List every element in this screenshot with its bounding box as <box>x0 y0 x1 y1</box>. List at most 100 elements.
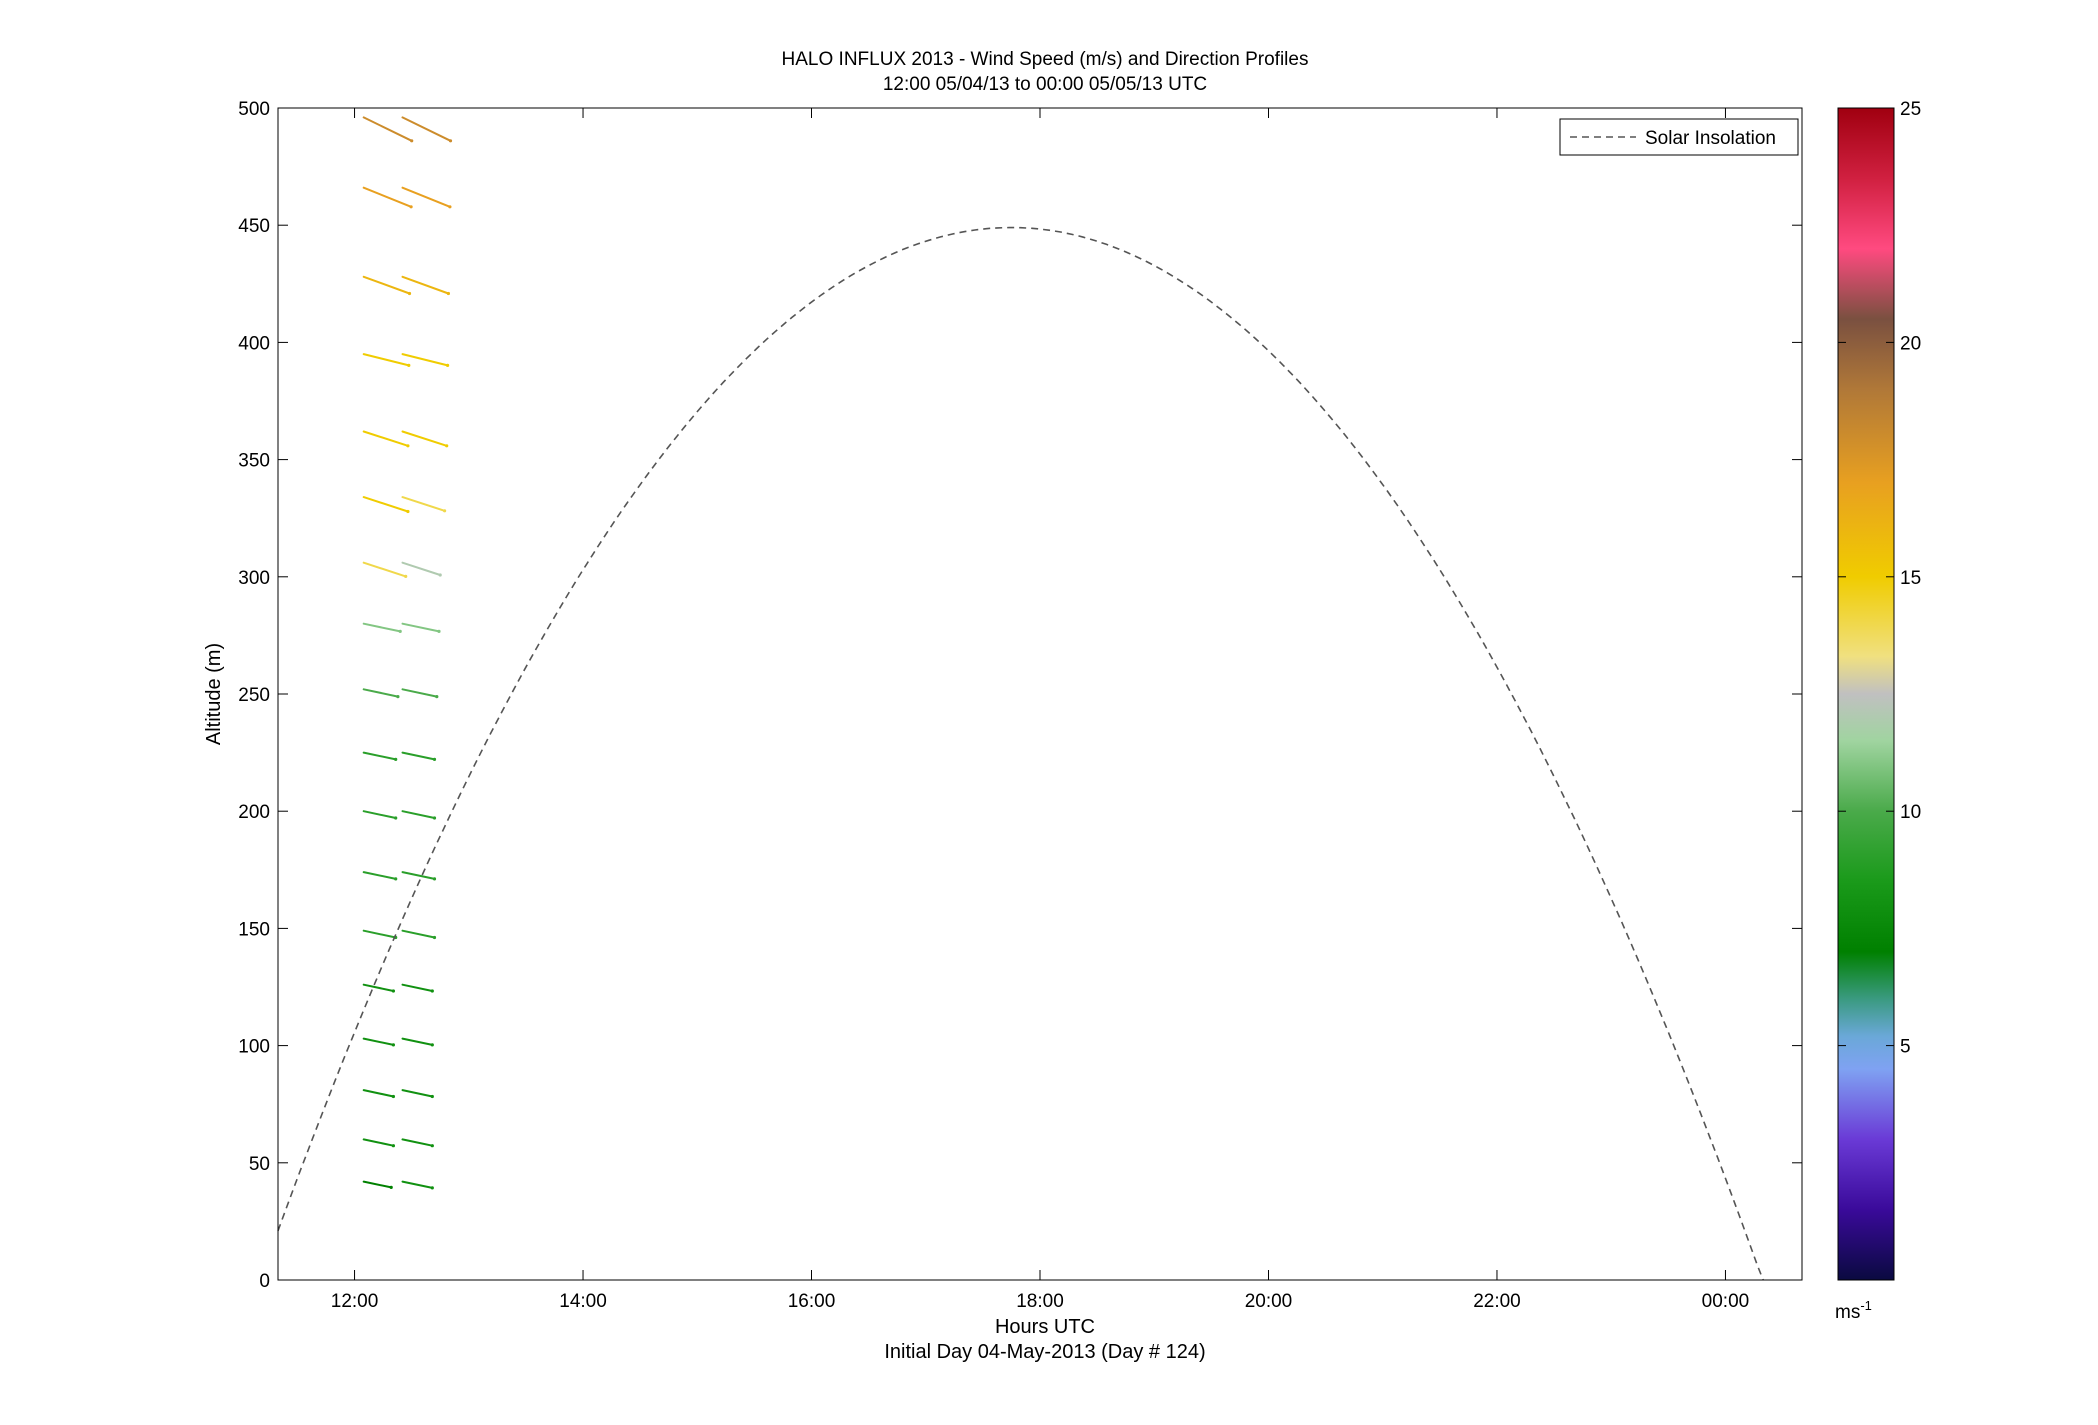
wind-vector <box>401 1089 434 1098</box>
x-axis-sublabel: Initial Day 04-May-2013 (Day # 124) <box>884 1341 1205 1363</box>
y-axis-label: Altitude (m) <box>203 643 225 745</box>
wind-vector <box>401 688 438 698</box>
y-tick-label: 400 <box>238 333 270 354</box>
wind-vector-head <box>430 1144 434 1148</box>
wind-vector-head <box>432 816 437 820</box>
wind-vector <box>362 622 402 633</box>
x-tick-label: 18:00 <box>1016 1291 1064 1312</box>
wind-vector <box>362 751 397 761</box>
wind-vector-head <box>432 935 437 940</box>
x-axis-label: Hours UTC <box>995 1316 1095 1338</box>
x-tick-label: 20:00 <box>1245 1291 1293 1312</box>
wind-vector <box>401 983 434 992</box>
y-tick-label: 350 <box>238 451 270 472</box>
wind-vector-head <box>396 695 400 699</box>
wind-vector <box>362 929 397 939</box>
wind-vector <box>362 561 407 578</box>
y-tick-label: 450 <box>238 216 270 237</box>
wind-vector <box>401 353 449 367</box>
colorbar-tick-label: 15 <box>1900 568 1921 589</box>
wind-vector <box>362 496 409 513</box>
wind-vector-head <box>430 1186 434 1190</box>
wind-vector-head <box>437 629 441 634</box>
wind-vector <box>362 353 410 367</box>
wind-vector-head <box>432 757 437 762</box>
colorbar-tick-label: 20 <box>1900 333 1921 354</box>
wind-vector-head <box>389 1185 393 1189</box>
wind-vector <box>401 116 452 142</box>
wind-vector-head <box>394 757 398 762</box>
y-tick-label: 100 <box>238 1037 270 1058</box>
wind-vector <box>362 871 397 880</box>
x-tick-label: 14:00 <box>559 1291 607 1312</box>
x-tick-label: 22:00 <box>1473 1291 1521 1312</box>
wind-vectors <box>362 116 453 1190</box>
wind-vector <box>362 688 399 698</box>
solar-insolation-curve <box>277 226 1764 1281</box>
wind-vector-head <box>394 816 398 820</box>
y-tick-label: 300 <box>238 568 270 589</box>
wind-vector <box>362 116 413 142</box>
y-tick-label: 200 <box>238 802 270 823</box>
colorbar-tick-label: 10 <box>1900 802 1921 823</box>
wind-vector <box>401 1138 434 1147</box>
wind-vector <box>401 622 440 633</box>
wind-vector-head <box>446 291 450 296</box>
plot-area-frame <box>277 107 1803 1281</box>
wind-vector <box>401 1037 434 1046</box>
wind-vector-head <box>407 291 412 296</box>
y-tick-label: 250 <box>238 685 270 706</box>
wind-vector <box>362 1037 395 1046</box>
wind-vector-head <box>430 1094 434 1099</box>
wind-vector <box>401 186 451 208</box>
wind-vector-head <box>410 139 414 143</box>
x-tick-label: 16:00 <box>788 1291 836 1312</box>
legend-solar-label: Solar Insolation <box>1645 128 1776 149</box>
y-tick-label: 150 <box>238 919 270 940</box>
chart-subtitle: 12:00 05/04/13 to 00:00 05/05/13 UTC <box>883 74 1207 95</box>
wind-vector-head <box>404 574 408 579</box>
wind-vector <box>401 871 436 880</box>
colorbar: 5 10 15 20 25 ms-1 <box>1835 99 1921 1323</box>
wind-vector-head <box>430 1043 434 1047</box>
wind-vector-head <box>443 509 447 513</box>
wind-vector-head <box>391 1043 395 1047</box>
y-tick-label: 50 <box>249 1154 270 1175</box>
wind-vector <box>401 430 448 447</box>
legend: Solar Insolation <box>1559 118 1799 156</box>
wind-vector-head <box>448 139 453 143</box>
wind-vector-head <box>394 877 398 881</box>
wind-vector <box>362 810 397 819</box>
wind-vector-head <box>391 1144 395 1148</box>
x-tick-label: 00:00 <box>1702 1291 1750 1312</box>
colorbar-tick-label: 5 <box>1900 1037 1911 1058</box>
wind-vector-head <box>432 877 437 881</box>
wind-vector <box>362 983 395 992</box>
wind-vector-head <box>406 444 410 448</box>
wind-vector-head <box>407 363 411 367</box>
wind-vector <box>362 430 409 447</box>
wind-vector-head <box>409 205 413 209</box>
wind-vector-head <box>430 989 434 993</box>
wind-vector-head <box>445 444 449 448</box>
y-tick-label: 0 <box>259 1271 270 1292</box>
wind-vector <box>401 751 436 761</box>
wind-vector <box>401 561 442 576</box>
colorbar-tick-label: 25 <box>1900 99 1921 120</box>
wind-vector-head <box>391 1094 395 1099</box>
y-axis: 0 50 100 150 200 250 300 350 400 450 500 <box>238 99 1802 1292</box>
wind-vector-head <box>438 573 442 577</box>
wind-vector-head <box>398 629 402 634</box>
wind-vector <box>362 1138 395 1147</box>
wind-vector <box>401 496 446 512</box>
wind-vector-head <box>446 363 450 367</box>
wind-vector <box>401 275 450 295</box>
wind-vector <box>362 186 413 208</box>
wind-vector <box>362 275 411 295</box>
wind-vector <box>401 810 436 819</box>
wind-vector-head <box>406 509 410 514</box>
wind-vector-head <box>448 205 452 209</box>
colorbar-unit-label: ms-1 <box>1835 1298 1872 1323</box>
wind-vector-head <box>435 695 439 699</box>
